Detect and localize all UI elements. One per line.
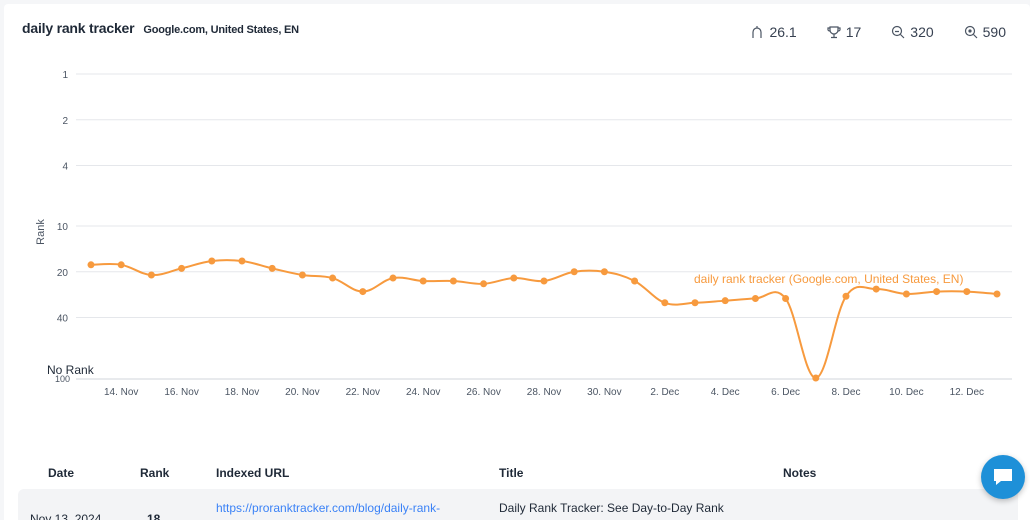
data-point[interactable] [208, 257, 216, 265]
y-tick-label: 10 [57, 222, 69, 233]
rank-chart-card: daily rank tracker Google.com, United St… [4, 4, 1030, 520]
data-point[interactable] [298, 271, 306, 279]
stat-search-volume[interactable]: 320 [891, 24, 934, 40]
data-point[interactable] [147, 271, 155, 279]
stat-visibility[interactable]: 26.1 [750, 24, 797, 40]
x-tick-label: 14. Nov [104, 387, 138, 398]
data-point[interactable] [842, 292, 850, 300]
x-tick-label: 16. Nov [164, 387, 198, 398]
data-point[interactable] [812, 374, 820, 382]
data-point[interactable] [933, 288, 941, 296]
data-point[interactable] [389, 274, 397, 282]
col-date[interactable]: Date [48, 466, 75, 480]
x-tick-label: 22. Nov [346, 387, 380, 398]
chart-header: daily rank tracker Google.com, United St… [22, 20, 299, 36]
data-point[interactable] [268, 264, 276, 272]
keyword-stats: 26.1 17 320 590 [750, 24, 1006, 40]
x-tick-label: 24. Nov [406, 387, 440, 398]
x-tick-label: 26. Nov [466, 387, 500, 398]
y-tick-label: 20 [57, 268, 69, 279]
search-results-icon [964, 25, 978, 39]
chat-button[interactable] [981, 455, 1025, 499]
keyword-title: daily rank tracker [22, 20, 135, 36]
y-tick-label-100: 100 [55, 374, 70, 384]
y-tick-label-no-rank: No Rank [47, 363, 95, 377]
visibility-icon [752, 26, 763, 38]
col-title[interactable]: Title [499, 466, 524, 480]
stat-search-results-value: 590 [982, 24, 1006, 40]
data-point[interactable] [963, 288, 971, 296]
data-point[interactable] [600, 268, 608, 276]
y-tick-label: 40 [57, 314, 69, 325]
chat-bubble-icon [994, 469, 1012, 485]
data-point[interactable] [510, 274, 518, 282]
data-point[interactable] [751, 295, 759, 303]
search-engine-label: Google.com, United States, EN [143, 24, 299, 36]
data-point[interactable] [570, 268, 578, 276]
stat-search-volume-value: 320 [910, 24, 934, 40]
x-tick-label: 30. Nov [587, 387, 621, 398]
y-tick-label: 1 [62, 70, 68, 81]
data-point[interactable] [87, 261, 95, 269]
stat-visibility-value: 26.1 [769, 24, 797, 40]
x-tick-label: 4. Dec [711, 387, 740, 398]
col-indexed-url[interactable]: Indexed URL [216, 466, 290, 480]
data-point[interactable] [721, 297, 729, 305]
row-indexed-url-link[interactable]: https://proranktracker.com/blog/daily-ra… [216, 501, 441, 515]
data-point[interactable] [238, 257, 246, 265]
data-point[interactable] [419, 277, 427, 285]
x-tick-label: 18. Nov [225, 387, 259, 398]
trophy-icon [827, 26, 841, 39]
table-row[interactable]: Nov 13, 2024 18 https://proranktracker.c… [18, 489, 1018, 520]
x-tick-label: 6. Dec [771, 387, 800, 398]
y-tick-label: 2 [62, 116, 68, 127]
data-point[interactable] [902, 290, 910, 298]
row-date: Nov 13, 2024 [30, 512, 102, 520]
stat-best-rank-value: 17 [845, 24, 862, 40]
stat-search-results[interactable]: 590 [964, 24, 1006, 40]
data-point[interactable] [117, 261, 125, 269]
data-point[interactable] [993, 290, 1001, 298]
x-tick-label: 28. Nov [527, 387, 561, 398]
col-notes[interactable]: Notes [783, 466, 817, 480]
y-axis-label: Rank [35, 219, 47, 245]
stat-best-rank[interactable]: 17 [827, 24, 862, 40]
y-tick-label: 4 [62, 162, 68, 173]
data-point[interactable] [329, 274, 337, 282]
x-tick-label: 2. Dec [650, 387, 679, 398]
data-point[interactable] [631, 277, 639, 285]
x-tick-label: 20. Nov [285, 387, 319, 398]
series-label: daily rank tracker (Google.com, United S… [694, 272, 963, 286]
row-rank: 18 [147, 512, 161, 520]
data-point[interactable] [540, 277, 548, 285]
search-volume-icon [892, 25, 905, 39]
data-point[interactable] [782, 295, 790, 303]
x-tick-label: 12. Dec [950, 387, 984, 398]
x-tick-label: 10. Dec [889, 387, 923, 398]
table-header: Date Rank Indexed URL Title Notes [0, 464, 1026, 482]
col-rank[interactable]: Rank [140, 466, 170, 480]
data-point[interactable] [359, 288, 367, 296]
data-point[interactable] [178, 264, 186, 272]
data-point[interactable] [480, 280, 488, 288]
data-point[interactable] [872, 285, 880, 293]
data-point[interactable] [449, 277, 457, 285]
data-point[interactable] [661, 299, 669, 307]
row-title: Daily Rank Tracker: See Day-to-Day Rank [499, 501, 724, 515]
data-point[interactable] [691, 299, 699, 307]
x-tick-label: 8. Dec [832, 387, 861, 398]
